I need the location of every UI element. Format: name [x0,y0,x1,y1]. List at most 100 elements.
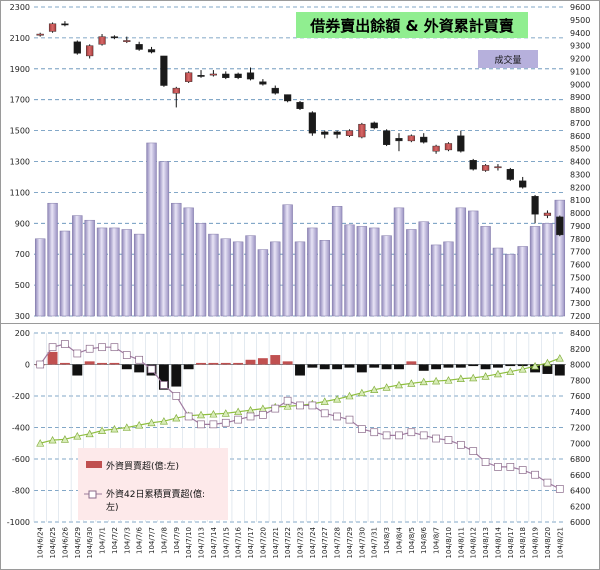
left-tick--200: -200 [12,392,30,401]
net-buy-bar [158,364,169,390]
left-tick--1000: -1000 [7,518,30,527]
candle [271,85,279,95]
candle-body [321,131,329,135]
left-tick-1500: 1500 [10,127,30,136]
title-box [296,12,528,38]
net-buy-bar [220,362,231,365]
cum-series-marker [481,458,490,466]
candle-body [284,94,292,102]
right-series-marker [345,391,354,400]
right-series-marker [197,410,206,419]
cum-series-marker [147,365,156,374]
volume-bar [220,238,231,317]
right-series-marker [531,361,540,370]
cum-series-marker [531,470,539,479]
volume-bar [443,241,454,317]
x-label: 104/8/13 [482,527,490,558]
right-tick-8600: 8600 [570,132,590,141]
cum-series-marker [296,401,304,410]
net-buy-bar [468,364,479,367]
right-tick-7800: 7800 [570,376,590,385]
volume-bar [344,224,355,317]
right-series-marker [234,407,243,416]
candle [123,36,131,44]
right-tick-8400: 8400 [570,158,590,167]
net-buy-bar [505,364,516,367]
left-tick--600: -600 [12,455,30,464]
volume-bar [232,241,244,317]
top-right-axis: 7200 7300 7400 7500 7600 7700 7800 7900 8000 8100… [570,3,590,321]
net-buy-bar [97,362,107,365]
net-buy-bar [480,364,491,370]
right-tick-6200: 6200 [570,502,590,511]
right-tick-8000: 8000 [570,209,590,218]
volume-bar [171,202,182,317]
candle [296,100,304,110]
x-label: 104/7/24 [309,526,317,558]
legend-label-cum: 外資42日累積買賣超(億: [106,488,205,500]
x-label: 104/7/23 [297,527,305,558]
net-buy-bar [233,362,244,365]
left-tick-1300: 1300 [10,158,30,167]
right-tick-7400: 7400 [570,408,590,417]
right-tick-7600: 7600 [570,261,590,270]
volume-bar [109,227,120,317]
right-series-marker [85,429,94,438]
volume-bar [84,219,95,317]
x-label: 104/8/11 [457,527,465,558]
x-label: 104/7/29 [346,527,354,558]
candle [61,21,69,27]
x-label: 104/7/15 [222,527,230,558]
net-buy-bar [418,364,429,371]
right-tick-7200: 7200 [570,312,590,321]
candle [358,122,366,139]
volume-bar [517,246,528,317]
cum-series-marker [518,466,527,474]
x-label: 104/8/4 [395,526,403,554]
candle [321,130,329,139]
right-series-marker [135,421,144,429]
left-tick-300: 300 [15,312,30,321]
net-buy-bar [443,364,454,368]
right-series-marker [110,424,119,433]
candle-body [234,73,242,79]
volume-bar [307,227,318,317]
net-buy-bar [394,364,404,370]
legend-swatch-net-buy [86,461,102,468]
cum-series-marker [98,343,106,352]
candle-body [519,180,527,188]
candle [556,215,564,237]
right-tick-8800: 8800 [570,106,590,115]
candle-body [61,23,69,26]
x-label: 104/6/25 [49,527,57,558]
right-series-marker [469,373,478,382]
net-buy-bar [295,364,305,376]
cum-series-marker [110,343,119,352]
right-tick-8000: 8000 [570,361,590,370]
candle-body [110,36,119,39]
net-buy-bar [196,362,206,365]
candle-body [73,41,81,54]
net-buy-bar [72,364,83,376]
right-tick-7500: 7500 [570,273,590,282]
right-tick-8200: 8200 [570,183,590,192]
legend-label-net-buy: 外資買賣超(億:左) [106,460,179,472]
candle-body [222,73,230,79]
net-buy-bar [245,359,256,365]
cum-series-marker [345,415,354,424]
right-series-marker [493,369,502,378]
cum-series-marker [85,344,94,353]
x-label: 104/7/16 [235,526,243,558]
volume-bar [158,161,170,317]
net-buy-bar [307,364,318,368]
x-label: 104/8/10 [445,527,453,558]
cum-series-marker [135,355,144,364]
x-label: 104/6/30 [86,527,94,558]
candle-body [185,72,193,82]
volume-bar [418,221,429,317]
candle [147,46,156,54]
right-series-marker [506,367,515,375]
candle-body [358,123,366,138]
candle [110,35,119,40]
left-tick-700: 700 [15,250,30,259]
